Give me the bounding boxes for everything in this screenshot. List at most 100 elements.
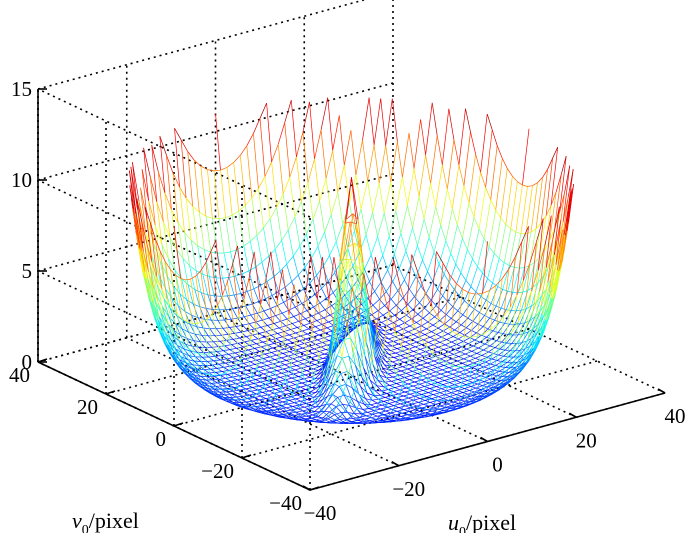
surface-mesh-segment (220, 372, 226, 376)
surface-mesh-segment (165, 344, 172, 355)
surface-mesh-segment (486, 113, 493, 130)
surface-mesh-segment (274, 415, 281, 418)
surface-mesh-segment (395, 305, 402, 311)
surface-mesh-segment (288, 385, 295, 390)
surface-mesh-segment (291, 385, 298, 396)
surface-mesh-segment (185, 279, 193, 324)
surface-mesh-segment (324, 232, 330, 256)
surface-mesh-segment (287, 389, 293, 394)
surface-mesh-segment (318, 384, 326, 397)
surface-mesh-segment (164, 192, 171, 238)
surface-mesh-segment (301, 201, 307, 235)
surface-mesh-segment (296, 411, 302, 415)
surface-mesh-segment (480, 113, 488, 173)
surface-mesh-segment (384, 298, 392, 306)
surface-mesh-segment (248, 397, 256, 407)
surface-mesh-segment (334, 416, 341, 421)
surface-mesh-segment (428, 390, 435, 393)
surface-mesh-segment (245, 387, 253, 390)
surface-mesh-segment (169, 352, 175, 362)
surface-mesh-segment (457, 334, 465, 338)
surface-mesh-segment (251, 340, 257, 344)
surface-mesh-segment (409, 391, 417, 395)
surface-mesh-segment (381, 414, 389, 418)
surface-mesh-segment (241, 407, 247, 410)
surface-mesh-segment (149, 176, 156, 226)
surface-mesh-segment (293, 373, 299, 377)
surface-mesh-segment (321, 410, 329, 417)
surface-mesh-segment (439, 341, 446, 346)
surface-mesh-segment (423, 402, 431, 405)
surface-mesh-segment (222, 277, 230, 279)
surface-mesh-segment (194, 382, 201, 387)
surface-mesh-segment (242, 382, 248, 386)
surface-mesh-segment (281, 416, 287, 419)
surface-mesh-segment (307, 158, 315, 183)
surface-mesh-segment (328, 411, 334, 417)
surface-mesh-segment (416, 403, 424, 407)
surface-mesh-segment (434, 373, 442, 377)
surface-mesh-segment (535, 223, 542, 230)
surface-mesh-segment (400, 338, 406, 343)
surface-mesh-segment (179, 359, 185, 366)
surface-mesh-segment (143, 147, 151, 177)
surface-mesh-segment (325, 330, 333, 334)
surface-mesh-segment (422, 373, 430, 377)
surface-mesh-segment (239, 388, 246, 391)
surface-mesh-segment (284, 286, 291, 299)
surface-mesh-segment (400, 413, 407, 419)
surface-mesh-segment (270, 400, 277, 404)
surface-mesh-segment (372, 335, 379, 357)
surface-mesh-segment (157, 318, 163, 334)
surface-mesh-segment (236, 384, 243, 389)
surface-mesh-segment (348, 259, 356, 261)
surface-mesh-segment (332, 115, 340, 151)
surface-mesh-segment (488, 368, 495, 371)
surface-mesh-segment (300, 333, 308, 337)
surface-mesh-segment (375, 270, 382, 283)
surface-mesh-segment (467, 365, 473, 386)
surface-mesh-segment (359, 369, 368, 384)
surface-mesh-segment (364, 356, 372, 374)
surface-mesh-segment (301, 367, 307, 371)
surface-mesh-segment (258, 353, 265, 357)
surface-mesh-segment (162, 333, 169, 345)
surface-mesh-segment (525, 350, 532, 363)
surface-mesh-segment (276, 207, 283, 241)
surface-mesh-segment (364, 304, 371, 343)
surface-mesh-segment (501, 361, 508, 363)
surface-mesh-segment (140, 187, 146, 233)
surface-mesh-segment (293, 313, 301, 317)
surface-mesh-segment (410, 341, 417, 345)
surface-mesh-segment (240, 145, 248, 156)
surface-mesh-segment (453, 367, 461, 371)
surface-mesh-segment (281, 401, 288, 407)
surface-mesh-segment (425, 154, 431, 184)
surface-mesh-segment (498, 367, 506, 372)
surface-mesh-segment (463, 358, 469, 362)
surface-mesh-segment (413, 334, 419, 338)
surface-mesh-segment (389, 368, 397, 371)
surface-mesh-segment (278, 291, 284, 303)
surface-mesh-segment (404, 322, 410, 327)
surface-mesh-segment (451, 405, 458, 411)
surface-mesh-segment (462, 392, 469, 395)
surface-mesh-segment (267, 343, 275, 346)
surface-mesh-segment (306, 310, 313, 317)
surface-mesh-segment (313, 377, 321, 384)
surface-mesh-segment (307, 399, 313, 403)
surface-mesh-segment (299, 233, 307, 247)
surface-mesh-segment (344, 401, 351, 411)
surface-mesh-segment (388, 236, 395, 255)
surface-mesh-segment (455, 238, 463, 265)
surface-mesh-segment (473, 379, 481, 384)
surface-mesh-segment (139, 247, 146, 272)
surface-mesh-segment (268, 376, 274, 380)
surface-mesh-segment (283, 366, 290, 370)
surface-mesh-segment (392, 409, 400, 413)
surface-mesh-segment (190, 240, 197, 271)
surface-mesh-segment (315, 344, 322, 348)
surface-mesh-segment (383, 385, 390, 388)
surface-mesh-segment (400, 336, 407, 340)
surface-mesh-segment (276, 305, 283, 314)
